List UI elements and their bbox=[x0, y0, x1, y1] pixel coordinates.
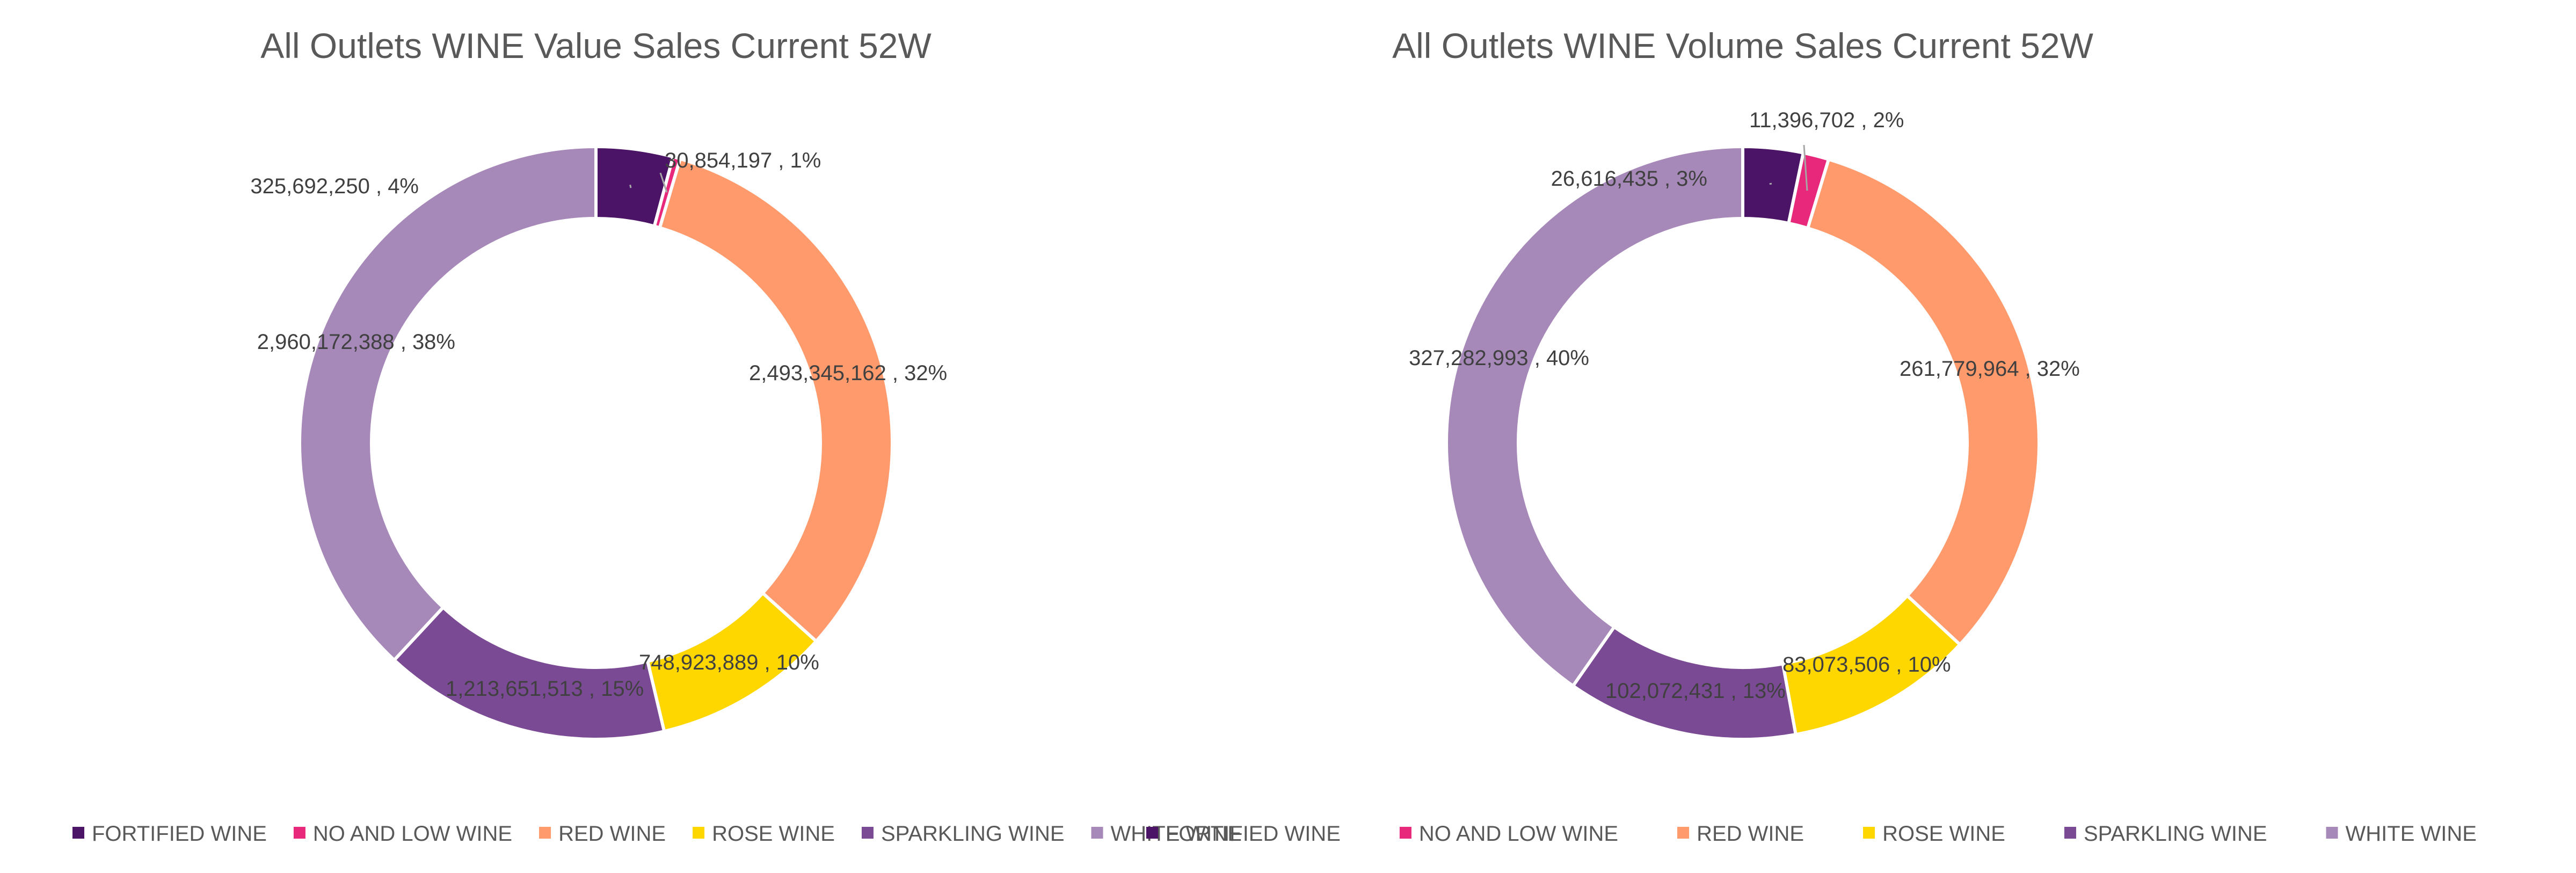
legend-item-white-wine: WHITE WINE bbox=[1091, 822, 1242, 846]
legend-item-sparkling-wine: SPARKLING WINE bbox=[861, 822, 1065, 846]
data-label-rose-wine: 748,923,889 , 10% bbox=[639, 651, 819, 674]
legend-item-fortified-wine: FORTIFIED WINE bbox=[1146, 822, 1341, 846]
data-label-no-and-low-wine: 30,854,197 , 1% bbox=[665, 149, 821, 172]
slice-white-wine bbox=[298, 144, 598, 663]
data-label-sparkling-wine: 102,072,431 , 13% bbox=[1605, 679, 1786, 703]
legend-swatch bbox=[293, 827, 305, 839]
legend-label: FORTIFIED WINE bbox=[92, 822, 267, 846]
value-sales-donut-chart: All Outlets WINE Value Sales Current 52W… bbox=[250, 26, 947, 741]
data-label-white-wine: 2,960,172,388 , 38% bbox=[257, 330, 455, 354]
donut-slices bbox=[298, 144, 894, 741]
legend-label: SPARKLING WINE bbox=[881, 822, 1065, 846]
legend-item-white-wine: WHITE WINE bbox=[2326, 822, 2477, 846]
legend-label: ROSE WINE bbox=[712, 822, 835, 846]
legend-label: WHITE WINE bbox=[2346, 822, 2477, 846]
legend-swatch bbox=[2326, 827, 2338, 839]
data-label-no-and-low-wine: 11,396,702 , 2% bbox=[1749, 108, 1904, 132]
slice-sparkling-wine bbox=[392, 605, 666, 741]
chart-title: All Outlets WINE Volume Sales Current 52… bbox=[1392, 26, 2093, 66]
legend-item-no-and-low-wine: NO AND LOW WINE bbox=[1399, 822, 1618, 846]
legend-label: RED WINE bbox=[1697, 822, 1804, 846]
legend-label: NO AND LOW WINE bbox=[1419, 822, 1618, 846]
leader-line bbox=[1803, 144, 1808, 191]
legend-label: RED WINE bbox=[558, 822, 666, 846]
slice-red-wine bbox=[1806, 157, 2041, 647]
legend-label: WHITE WINE bbox=[1111, 822, 1242, 846]
legend-item-no-and-low-wine: NO AND LOW WINE bbox=[293, 822, 512, 846]
legend-swatch bbox=[693, 827, 705, 839]
legend-item-rose-wine: ROSE WINE bbox=[693, 822, 835, 846]
data-label-fortified-wine: 26,616,435 , 3% bbox=[1551, 167, 1707, 191]
data-label-sparkling-wine: 1,213,651,513 , 15% bbox=[446, 677, 644, 701]
legend-swatch bbox=[1146, 827, 1158, 839]
legend-swatch bbox=[1677, 827, 1690, 839]
slice-white-wine bbox=[1445, 144, 1744, 688]
legend-swatch bbox=[861, 827, 874, 839]
legend-label: NO AND LOW WINE bbox=[313, 822, 512, 846]
legend-swatch bbox=[72, 827, 84, 839]
legend-label: SPARKLING WINE bbox=[2084, 822, 2267, 846]
leader-line bbox=[659, 172, 668, 193]
legend-swatch bbox=[1399, 827, 1411, 839]
data-label-fortified-wine: 325,692,250 , 4% bbox=[250, 174, 419, 198]
legend-value-sales: FORTIFIED WINE NO AND LOW WINE RED WINE ROS… bbox=[72, 822, 1242, 846]
legend-swatch bbox=[539, 827, 551, 839]
legend-swatch bbox=[2064, 827, 2076, 839]
data-label-white-wine: 327,282,993 , 40% bbox=[1409, 346, 1589, 370]
data-label-red-wine: 261,779,964 , 32% bbox=[1900, 357, 2080, 381]
legend-swatch bbox=[1091, 827, 1103, 839]
volume-sales-donut-chart: All Outlets WINE Volume Sales Current 52… bbox=[1392, 26, 2094, 741]
data-label-red-wine: 2,493,345,162 , 32% bbox=[749, 361, 947, 385]
data-labels: 26,616,435 , 3% 11,396,702 , 2% 261,779,96… bbox=[1409, 108, 2080, 703]
data-labels: 325,692,250 , 4% 30,854,197 , 1% 2,493,345… bbox=[250, 149, 947, 701]
legend-label: FORTIFIED WINE bbox=[1166, 822, 1341, 846]
chart-title: All Outlets WINE Value Sales Current 52W bbox=[260, 26, 932, 66]
slice-red-wine bbox=[658, 157, 894, 644]
legend-item-fortified-wine: FORTIFIED WINE bbox=[72, 822, 267, 846]
legend-swatch bbox=[1863, 827, 1875, 839]
donut-slices bbox=[1445, 144, 2041, 741]
legend-volume-sales: FORTIFIED WINE NO AND LOW WINE RED WINE ROS… bbox=[1146, 822, 2477, 846]
data-label-rose-wine: 83,073,506 , 10% bbox=[1782, 653, 1951, 676]
leader-line bbox=[629, 184, 632, 188]
legend-item-red-wine: RED WINE bbox=[1677, 822, 1804, 846]
legend-item-sparkling-wine: SPARKLING WINE bbox=[2064, 822, 2267, 846]
legend-item-red-wine: RED WINE bbox=[539, 822, 666, 846]
legend-label: ROSE WINE bbox=[1882, 822, 2005, 846]
legend-item-rose-wine: ROSE WINE bbox=[1863, 822, 2005, 846]
